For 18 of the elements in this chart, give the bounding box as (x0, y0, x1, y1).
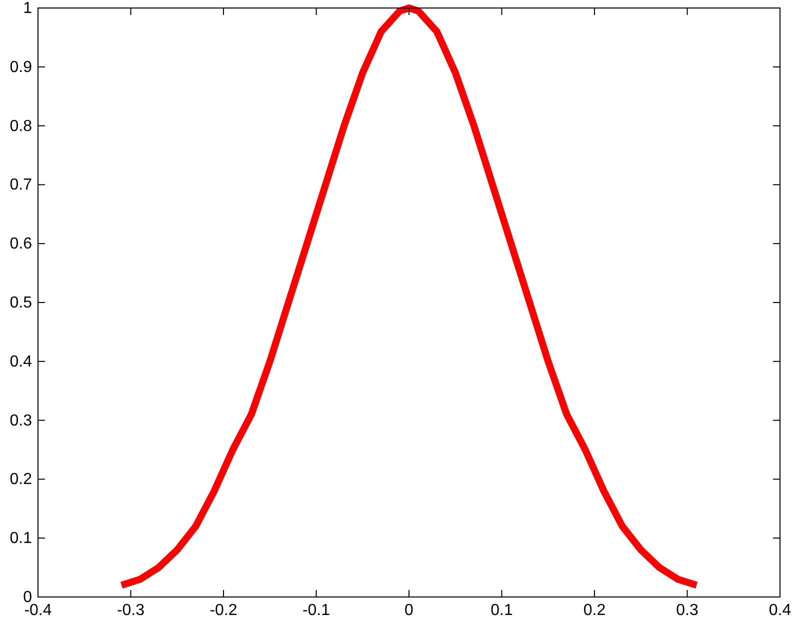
y-tick-label: 0.7 (10, 176, 32, 194)
x-tick-label: 0.2 (583, 602, 606, 619)
y-tick-label: 0.8 (10, 118, 32, 135)
y-tick-label: 0.9 (10, 58, 32, 76)
y-tick-label: 1 (23, 0, 32, 17)
y-tick-label: 0.6 (10, 236, 32, 253)
x-tick-label: -0.1 (302, 602, 330, 619)
x-tick-label: 0.3 (676, 602, 698, 619)
x-tick-label: 0 (404, 602, 414, 619)
y-tick-label: 0.2 (10, 471, 32, 488)
x-tick-label: -0.3 (116, 602, 145, 619)
y-tick-label: 0.3 (10, 412, 32, 430)
x-tick-label: 0.1 (490, 602, 513, 619)
x-tick-label: 0.4 (768, 602, 792, 619)
y-tick-label: 0.5 (10, 294, 32, 312)
y-tick-label: 0.1 (10, 530, 32, 548)
x-tick-label: -0.2 (210, 602, 238, 619)
y-tick-label: 0.4 (10, 353, 32, 370)
